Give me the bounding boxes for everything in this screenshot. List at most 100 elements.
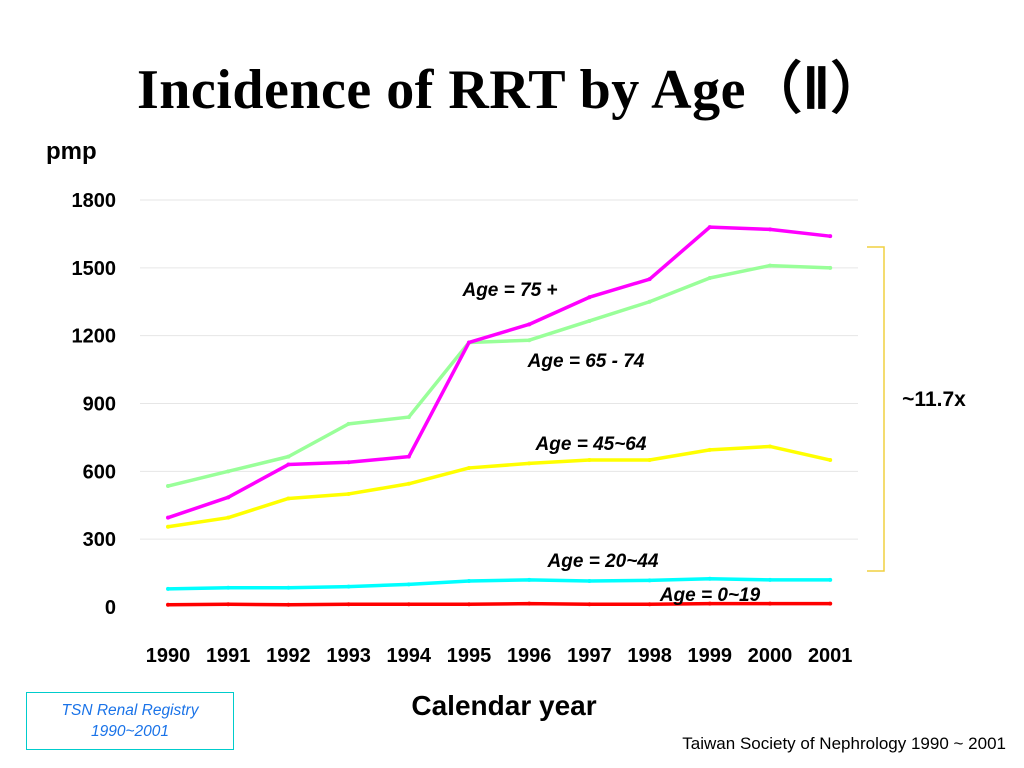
data-point bbox=[346, 491, 351, 496]
data-point bbox=[467, 602, 471, 607]
data-point bbox=[226, 602, 231, 607]
y-tick-labels: 0 300 600 900 1200 1500 1800 bbox=[72, 190, 117, 619]
y-tick-label: 900 bbox=[83, 394, 116, 416]
y-tick-label: 300 bbox=[83, 529, 116, 551]
x-tick-label: 1999 bbox=[688, 645, 733, 667]
data-point bbox=[587, 602, 592, 607]
x-tick-label: 1995 bbox=[447, 645, 492, 667]
data-point bbox=[406, 454, 411, 459]
x-tick-label: 1993 bbox=[326, 645, 371, 667]
data-point bbox=[527, 322, 532, 327]
bracket-line bbox=[867, 246, 885, 572]
data-point bbox=[406, 415, 411, 420]
data-point bbox=[166, 524, 170, 529]
data-point bbox=[527, 601, 532, 606]
data-point bbox=[647, 299, 652, 304]
data-point bbox=[647, 277, 652, 282]
data-point bbox=[647, 578, 652, 583]
x-tick-label: 1992 bbox=[266, 645, 311, 667]
series-lines bbox=[166, 225, 833, 607]
data-point bbox=[707, 601, 712, 606]
data-point bbox=[707, 276, 712, 281]
x-tick-label: 1994 bbox=[387, 645, 432, 667]
data-point bbox=[467, 465, 471, 470]
data-point bbox=[527, 461, 532, 466]
data-point bbox=[527, 338, 532, 343]
data-point bbox=[467, 578, 471, 583]
data-point bbox=[286, 585, 291, 590]
x-tick-label: 2000 bbox=[748, 645, 793, 667]
data-point bbox=[768, 601, 772, 606]
data-point bbox=[226, 515, 231, 520]
data-point bbox=[406, 481, 411, 486]
x-tick-label: 1997 bbox=[567, 645, 612, 667]
registry-years: 1990~2001 bbox=[90, 723, 169, 740]
series-line bbox=[167, 225, 831, 520]
y-tick-label: 600 bbox=[83, 461, 116, 483]
data-point bbox=[527, 577, 532, 582]
data-point bbox=[346, 602, 351, 607]
data-point bbox=[707, 576, 712, 581]
series-line bbox=[167, 601, 831, 607]
data-point bbox=[707, 225, 712, 230]
data-point bbox=[406, 582, 411, 587]
series-name-label: Age = 20~44 bbox=[547, 551, 659, 572]
x-tick-label: 2001 bbox=[808, 645, 853, 667]
registry-box: TSN Renal Registry 1990~2001 bbox=[26, 692, 234, 750]
data-point bbox=[166, 515, 170, 520]
data-point bbox=[286, 454, 291, 459]
data-point bbox=[226, 585, 231, 590]
data-point bbox=[828, 601, 833, 606]
data-point bbox=[286, 602, 291, 607]
data-point bbox=[166, 602, 170, 607]
series-line bbox=[167, 444, 831, 529]
series-name-label: Age = 0~19 bbox=[659, 585, 761, 606]
data-point bbox=[346, 421, 351, 426]
data-point bbox=[768, 577, 772, 582]
y-axis-unit-label: pmp bbox=[46, 138, 97, 165]
data-point bbox=[226, 469, 231, 474]
data-point bbox=[166, 484, 170, 489]
data-point bbox=[587, 458, 592, 463]
series-line bbox=[167, 263, 831, 488]
data-point bbox=[467, 340, 471, 345]
data-point bbox=[346, 460, 351, 465]
data-point bbox=[768, 444, 772, 449]
source-credit: Taiwan Society of Nephrology 1990 ~ 2001 bbox=[682, 734, 1006, 753]
data-point bbox=[346, 584, 351, 589]
y-tick-label: 0 bbox=[105, 597, 116, 619]
ratio-label: ~11.7x bbox=[902, 388, 966, 411]
data-point bbox=[286, 462, 291, 467]
registry-name: TSN Renal Registry bbox=[61, 702, 199, 719]
data-point bbox=[828, 458, 833, 463]
series-name-label: Age = 75 + bbox=[461, 280, 557, 301]
data-point bbox=[647, 458, 652, 463]
data-point bbox=[587, 295, 592, 300]
data-point bbox=[768, 263, 772, 268]
data-point bbox=[828, 234, 833, 239]
data-point bbox=[166, 586, 170, 591]
data-point bbox=[828, 577, 833, 582]
x-tick-labels: 1990 1991 1992 1993 1994 1995 1996 1997 1998 1999… bbox=[146, 645, 853, 667]
data-point bbox=[587, 318, 592, 323]
y-tick-label: 1800 bbox=[72, 190, 117, 212]
series-annotations: Age = 75 + Age = 65 - 74 Age = 45~64 Age = … bbox=[461, 280, 760, 606]
series-name-label: Age = 45~64 bbox=[535, 434, 647, 455]
chart-title: Incidence of RRT by Age（Ⅱ） bbox=[136, 59, 888, 121]
data-point bbox=[828, 265, 833, 270]
data-point bbox=[647, 602, 652, 607]
x-tick-label: 1991 bbox=[206, 645, 251, 667]
data-point bbox=[226, 495, 231, 500]
x-tick-label: 1998 bbox=[627, 645, 672, 667]
series-name-label: Age = 65 - 74 bbox=[527, 351, 645, 372]
y-tick-label: 1200 bbox=[72, 326, 117, 348]
x-axis-label: Calendar year bbox=[411, 690, 597, 721]
x-tick-label: 1996 bbox=[507, 645, 552, 667]
data-point bbox=[406, 602, 411, 607]
y-tick-label: 1500 bbox=[72, 258, 117, 280]
gridlines bbox=[140, 199, 858, 540]
data-point bbox=[707, 447, 712, 452]
data-point bbox=[587, 578, 592, 583]
x-tick-label: 1990 bbox=[146, 645, 191, 667]
